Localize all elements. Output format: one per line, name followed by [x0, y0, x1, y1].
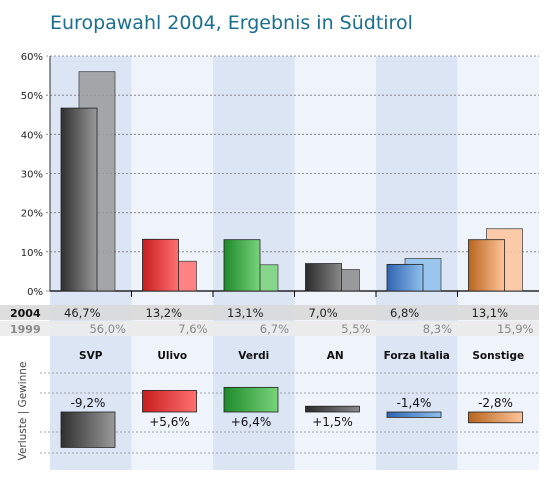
change-label: -9,2%	[71, 396, 106, 410]
column-bg-3	[294, 56, 376, 470]
change-bar-forza-italia	[386, 411, 442, 418]
value-2004-label: 13,1%	[227, 306, 264, 320]
value-1999-label: 7,6%	[178, 322, 207, 336]
party-label: AN	[327, 350, 344, 362]
value-2004-label: 6,8%	[390, 306, 419, 320]
y-tick-label: 50%	[21, 91, 43, 102]
value-1999-label: 6,7%	[260, 322, 289, 336]
y-tick-label: 30%	[21, 170, 43, 181]
bar-2004-sonstige	[468, 239, 505, 292]
chart-title: Europawahl 2004, Ergebnis in Südtirol	[50, 12, 413, 34]
value-1999-label: 15,9%	[497, 322, 534, 336]
y-tick-label: 10%	[21, 248, 43, 259]
value-2004-label: 7,0%	[309, 306, 338, 320]
y-tick-label: 40%	[21, 130, 43, 141]
party-label: Verdi	[238, 350, 269, 362]
value-2004-label: 13,2%	[146, 306, 183, 320]
party-label: Ulivo	[157, 350, 187, 362]
row-label-2004: 2004	[10, 307, 41, 320]
row-1999-bg	[0, 321, 539, 336]
change-bar-verdi	[223, 386, 279, 413]
bar-2004-ulivo	[142, 238, 179, 292]
party-label: SVP	[79, 350, 103, 362]
value-2004-label: 13,1%	[472, 306, 509, 320]
value-1999-label: 8,3%	[423, 322, 452, 336]
value-2004-label: 46,7%	[64, 306, 101, 320]
value-1999-label: 56,0%	[89, 322, 126, 336]
row-label-1999: 1999	[10, 323, 41, 336]
change-bar-sonstige	[468, 411, 523, 424]
party-label: Sonstige	[472, 350, 524, 362]
bar-2004-verdi	[223, 239, 261, 292]
change-bar-an	[305, 405, 360, 413]
y-tick-label: 0%	[27, 287, 43, 298]
change-bar-ulivo	[142, 390, 197, 413]
change-label: +6,4%	[231, 415, 272, 429]
y-tick-label: 20%	[21, 209, 43, 220]
change-label: -2,8%	[478, 396, 513, 410]
bar-2004-an	[305, 263, 342, 292]
change-label: -1,4%	[397, 396, 432, 410]
y-tick-label: 60%	[21, 52, 43, 63]
bar-2004-forza-italia	[386, 263, 424, 292]
party-label: Forza Italia	[384, 350, 450, 362]
bar-2004-svp	[60, 107, 98, 292]
change-label: +1,5%	[312, 415, 353, 429]
row-2004-bg	[0, 305, 539, 320]
change-axis-label: Verluste | Gewinne	[17, 362, 29, 461]
change-label: +5,6%	[149, 415, 190, 429]
value-1999-label: 5,5%	[341, 322, 370, 336]
change-bar-svp	[60, 411, 116, 448]
